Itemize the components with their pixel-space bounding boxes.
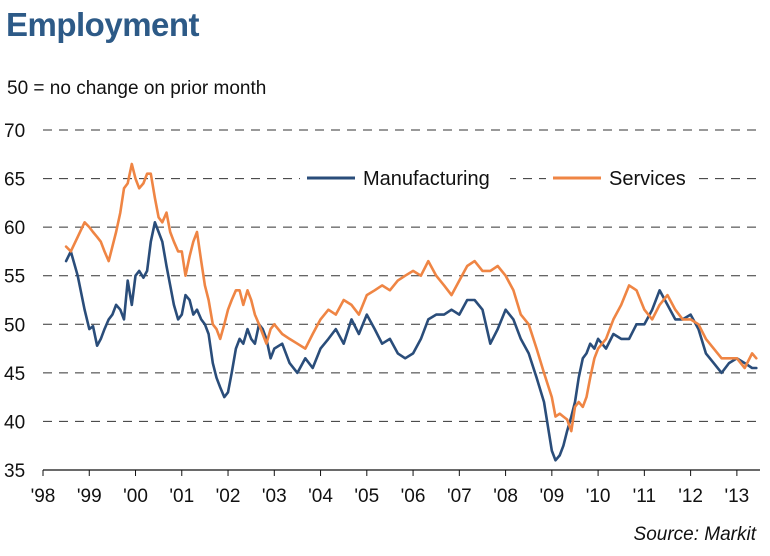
services-series-line	[64, 162, 758, 433]
x-tick-label-'08: '08	[493, 486, 518, 507]
x-tick-label-'02: '02	[216, 486, 241, 507]
legend-label-services: Services	[609, 168, 686, 190]
y-tick-label-45: 45	[4, 364, 25, 385]
x-tick-label-'11: '11	[633, 486, 656, 507]
x-tick-label-'07: '07	[447, 486, 472, 507]
y-tick-label-40: 40	[4, 412, 25, 433]
x-tick-label-'05: '05	[354, 486, 379, 507]
x-tick-label-'03: '03	[262, 486, 287, 507]
x-tick-label-'04: '04	[308, 486, 333, 507]
chart-subtitle: 50 = no change on prior month	[7, 78, 267, 99]
x-tick-label-'98: '98	[31, 486, 56, 507]
y-tick-label-50: 50	[4, 315, 25, 336]
manufacturing-series-line	[64, 221, 758, 462]
chart-title: Employment	[6, 6, 200, 43]
y-tick-label-35: 35	[4, 461, 25, 482]
x-tick-label-'12: '12	[678, 486, 703, 507]
x-tick-label-'09: '09	[539, 486, 564, 507]
legend-label-manufacturing: Manufacturing	[363, 168, 490, 190]
x-tick-label-'99: '99	[77, 486, 102, 507]
x-tick-label-'00: '00	[123, 486, 148, 507]
y-tick-label-65: 65	[4, 170, 25, 191]
source-note: Source: Markit	[633, 524, 756, 545]
y-tick-label-70: 70	[4, 121, 25, 142]
x-tick-label-'13: '13	[724, 486, 749, 507]
y-tick-label-60: 60	[4, 218, 25, 239]
x-tick-label-'06: '06	[401, 486, 426, 507]
y-tick-label-55: 55	[4, 267, 25, 288]
x-tick-label-'10: '10	[586, 486, 611, 507]
x-tick-label-'01: '01	[169, 486, 194, 507]
